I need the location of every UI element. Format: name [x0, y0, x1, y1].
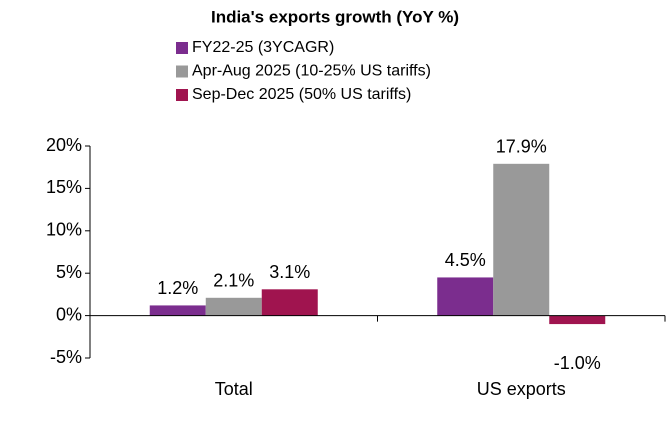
y-tick-label: 5% [56, 262, 82, 282]
y-tick-label: 15% [46, 177, 82, 197]
bar [493, 163, 550, 316]
legend-swatch [176, 89, 188, 101]
data-label: 1.2% [157, 278, 198, 298]
legend-label: FY22-25 (3YCAGR) [192, 39, 334, 56]
bar [437, 277, 494, 316]
y-tick-label: 20% [46, 135, 82, 155]
chart-title: India's exports growth (YoY %) [211, 7, 459, 26]
bar [549, 315, 606, 325]
bar [149, 305, 206, 316]
data-label: 4.5% [445, 250, 486, 270]
legend-label: Sep-Dec 2025 (50% US tariffs) [192, 86, 411, 103]
legend-swatch [176, 42, 188, 54]
legend-label: Apr-Aug 2025 (10-25% US tariffs) [192, 63, 431, 80]
data-label: 17.9% [496, 137, 547, 157]
data-label: 3.1% [269, 262, 310, 282]
bar [261, 289, 318, 316]
x-tick-label: US exports [477, 379, 566, 399]
legend-swatch [176, 65, 188, 78]
y-tick-label: -5% [50, 347, 82, 367]
data-label: 2.1% [213, 271, 254, 291]
y-tick-label: 10% [46, 220, 82, 240]
data-label: -1.0% [554, 353, 601, 373]
x-tick-label: Total [215, 379, 253, 399]
bar [205, 297, 262, 316]
y-tick-label: 0% [56, 304, 82, 324]
